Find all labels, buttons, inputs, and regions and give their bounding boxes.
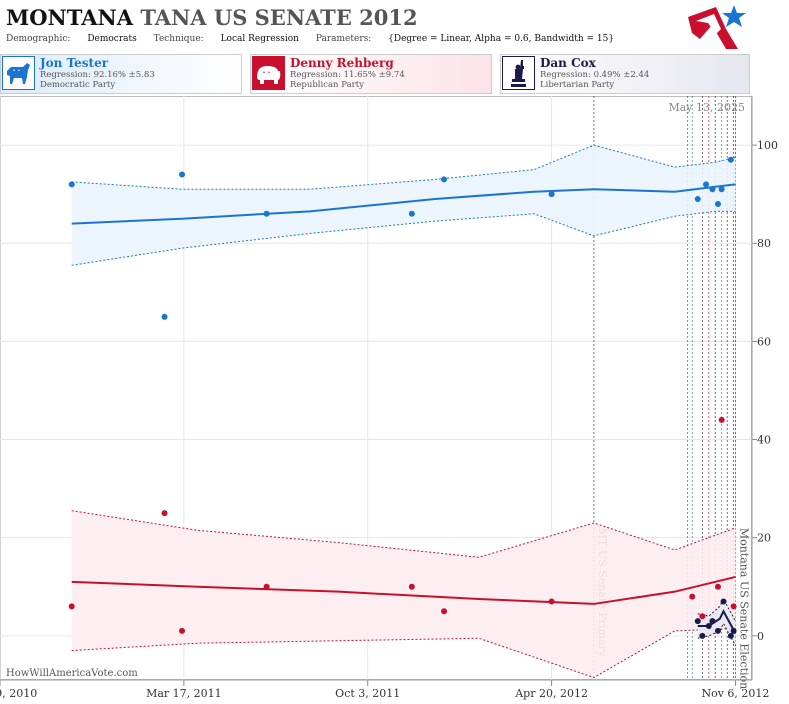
x-tick-label: Oct 3, 2011 <box>335 687 400 700</box>
poll-point[interactable] <box>694 196 701 203</box>
poll-point[interactable] <box>718 416 725 423</box>
candidate-name: Dan Cox <box>540 56 596 70</box>
y-tick-label: 40 <box>757 434 771 447</box>
chart-date: May 13, 2025 <box>668 101 745 114</box>
band-upper-line <box>71 144 736 190</box>
y-tick-label: 60 <box>757 335 771 348</box>
poll-point[interactable] <box>68 181 75 188</box>
candidate-regression: Regression: 92.16% ±5.83 <box>40 70 155 80</box>
poll-point[interactable] <box>705 623 712 630</box>
title-state: MONTANA <box>6 5 133 30</box>
poll-point[interactable] <box>714 583 721 590</box>
candidate-name: Jon Tester <box>40 56 109 70</box>
poll-point[interactable] <box>441 176 448 183</box>
technique-value: Local Regression <box>220 34 299 44</box>
candidate-card-rehberg[interactable]: Denny Rehberg Regression: 11.65% ±9.74 R… <box>250 54 492 94</box>
band-lower-line <box>71 210 736 266</box>
liberty-icon <box>502 56 535 90</box>
poll-point[interactable] <box>548 191 555 198</box>
candidate-name: Denny Rehberg <box>290 56 394 70</box>
poll-point[interactable] <box>714 200 721 207</box>
poll-point[interactable] <box>720 598 727 605</box>
y-tick-label: 0 <box>757 630 764 643</box>
poll-point[interactable] <box>548 598 555 605</box>
poll-point[interactable] <box>709 186 716 193</box>
candidate-regression: Regression: 0.49% ±2.44 <box>540 70 650 80</box>
trend-line <box>71 575 736 605</box>
poll-point[interactable] <box>694 618 701 625</box>
poll-point[interactable] <box>727 632 734 639</box>
y-tick-label: 80 <box>757 237 771 250</box>
poll-point[interactable] <box>703 181 710 188</box>
poll-point[interactable] <box>730 627 737 634</box>
candidate-party: Democratic Party <box>40 80 116 90</box>
confidence-band <box>71 145 736 266</box>
event-label: Montana US Senate Election <box>737 528 750 689</box>
site-logo-icon <box>688 5 746 49</box>
poll-point[interactable] <box>441 608 448 615</box>
poll-chart: MT US Senate PrimaryMontana US Senate El… <box>0 96 778 700</box>
technique-label: Technique: <box>153 34 204 44</box>
y-tick-label: 100 <box>757 139 778 152</box>
poll-point[interactable] <box>699 613 706 620</box>
candidate-party: Republican Party <box>290 80 364 90</box>
poll-point[interactable] <box>263 583 270 590</box>
elephant-icon <box>252 56 285 90</box>
x-tick-label: Mar 17, 2011 <box>146 687 222 700</box>
poll-point[interactable] <box>68 603 75 610</box>
candidate-legend: Jon Tester Regression: 92.16% ±5.83 Demo… <box>0 54 750 94</box>
poll-point[interactable] <box>161 510 168 517</box>
chart-parameters: Demographic: Democrats Technique: Local … <box>6 34 628 44</box>
poll-point[interactable] <box>730 603 737 610</box>
site-credit: HowWillAmericaVote.com <box>6 668 138 679</box>
title-race: TANA US SENATE 2012 <box>140 5 418 30</box>
demographic-value: Democrats <box>87 34 137 44</box>
candidate-card-cox[interactable]: Dan Cox Regression: 0.49% ±2.44 Libertar… <box>500 54 750 94</box>
demographic-label: Demographic: <box>6 34 71 44</box>
donkey-icon <box>2 56 35 90</box>
x-tick-label: Nov 6, 2012 <box>701 687 769 700</box>
parameters-value: {Degree = Linear, Alpha = 0.6, Bandwidth… <box>388 34 615 44</box>
candidate-card-tester[interactable]: Jon Tester Regression: 92.16% ±5.83 Demo… <box>0 54 242 94</box>
poll-point[interactable] <box>161 313 168 320</box>
y-tick-label: 20 <box>757 532 771 545</box>
poll-point[interactable] <box>179 627 186 634</box>
confidence-band <box>697 599 736 646</box>
poll-point[interactable] <box>408 210 415 217</box>
poll-point[interactable] <box>689 593 696 600</box>
poll-point[interactable] <box>727 156 734 163</box>
poll-point[interactable] <box>699 632 706 639</box>
x-tick-label: Aug 29, 2010 <box>0 687 37 700</box>
poll-point[interactable] <box>714 627 721 634</box>
candidate-regression: Regression: 11.65% ±9.74 <box>290 70 405 80</box>
parameters-label: Parameters: <box>315 34 372 44</box>
poll-point[interactable] <box>263 210 270 217</box>
trend-line <box>71 183 736 225</box>
x-tick-label: Apr 20, 2012 <box>514 687 588 700</box>
poll-point[interactable] <box>408 583 415 590</box>
page-title: MONTANA TANA US SENATE 2012 <box>6 5 418 30</box>
trend-line <box>697 609 737 634</box>
poll-point[interactable] <box>179 171 186 178</box>
poll-point[interactable] <box>709 618 716 625</box>
candidate-party: Libertarian Party <box>540 80 615 90</box>
poll-point[interactable] <box>718 186 725 193</box>
